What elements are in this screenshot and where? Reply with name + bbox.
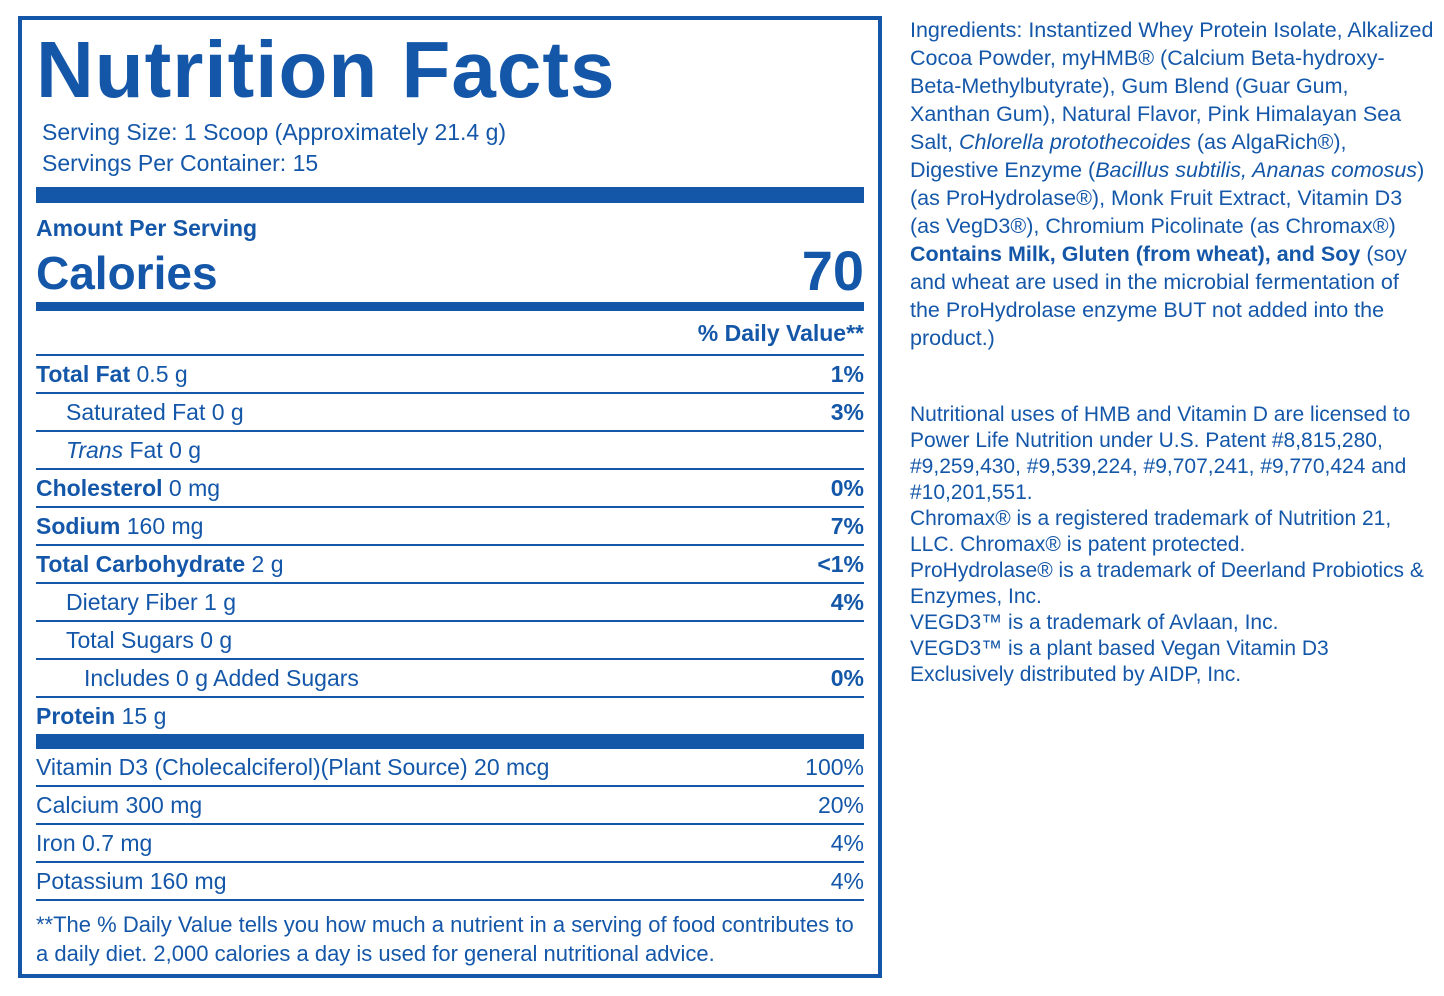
nutrient-name: Saturated Fat 0 g: [66, 398, 244, 425]
nutrient-name: Vitamin D3 (Cholecalciferol)(Plant Sourc…: [36, 753, 550, 780]
daily-value: 100%: [805, 753, 864, 780]
legal-line-vegd3-distribution: VEGD3™ is a plant based Vegan Vitamin D3…: [910, 637, 1329, 686]
legal-notices: Nutritional uses of HMB and Vitamin D ar…: [910, 402, 1434, 688]
daily-value: 4%: [830, 867, 864, 894]
daily-value: 7%: [830, 512, 864, 539]
ingredients-paragraph: Ingredients: Instantized Whey Protein Is…: [910, 18, 1434, 238]
allergen-statement: Contains Milk, Gluten (from wheat), and …: [910, 242, 1407, 350]
daily-value: <1%: [817, 550, 864, 577]
thick-divider-bar: [36, 733, 864, 749]
calories-value: 70: [801, 239, 864, 303]
daily-value-footnote: **The % Daily Value tells you how much a…: [36, 898, 864, 968]
daily-value-header: % Daily Value**: [697, 319, 864, 346]
nutrient-name: Iron 0.7 mg: [36, 829, 153, 856]
nutrient-name: Cholesterol: [36, 474, 163, 501]
daily-value: 0%: [830, 474, 864, 501]
nutrient-row-saturated-fat: Saturated Fat 0 g 3%: [36, 391, 864, 430]
daily-value: 4%: [830, 829, 864, 856]
legal-line-prohydrolase: ProHydrolase® is a trademark of Deerland…: [910, 559, 1424, 608]
medium-divider-bar: [36, 301, 864, 311]
daily-value: 20%: [817, 791, 864, 818]
legal-line-vegd3-trademark: VEGD3™ is a trademark of Avlaan, Inc.: [910, 611, 1279, 634]
thick-divider-bar: [36, 187, 864, 204]
nutrient-row-total-fat: Total Fat 0.5 g 1%: [36, 353, 864, 392]
nutrient-name: Calcium 300 mg: [36, 791, 203, 818]
calories-row: Calories 70: [36, 239, 864, 303]
legal-line-chromax: Chromax® is a registered trademark of Nu…: [910, 507, 1392, 556]
nutrient-name: Total Sugars 0 g: [66, 626, 233, 653]
nutrient-name: Sodium: [36, 512, 121, 539]
nutrient-row-trans-fat: Trans Fat 0 g: [36, 429, 864, 468]
daily-value: 3%: [830, 398, 864, 425]
calories-label: Calories: [36, 247, 218, 300]
nutrient-row-protein: Protein 15 g: [36, 695, 864, 734]
nutrient-row-total-carbohydrate: Total Carbohydrate 2 g <1%: [36, 543, 864, 582]
nutrition-facts-title: Nutrition Facts: [36, 25, 616, 114]
nutrient-name: Total Carbohydrate: [36, 550, 246, 577]
micro-row-potassium: Potassium 160 mg 4%: [36, 860, 864, 899]
nutrient-row-total-sugars: Total Sugars 0 g: [36, 619, 864, 658]
nutrient-row-cholesterol: Cholesterol 0 mg 0%: [36, 467, 864, 506]
nutrient-name: Includes 0 g Added Sugars: [84, 664, 359, 691]
nutrient-name: Dietary Fiber 1 g: [66, 588, 237, 615]
amount-per-serving-label: Amount Per Serving: [36, 215, 258, 242]
serving-info: Serving Size: 1 Scoop (Approximately 21.…: [36, 117, 864, 178]
nutrient-name: Protein: [36, 702, 116, 729]
nutrient-row-dietary-fiber: Dietary Fiber 1 g 4%: [36, 581, 864, 620]
nutrient-row-added-sugars: Includes 0 g Added Sugars 0%: [36, 657, 864, 696]
daily-value: 1%: [830, 360, 864, 387]
nutrient-row-sodium: Sodium 160 mg 7%: [36, 505, 864, 544]
allergen-bold-text: Contains Milk, Gluten (from wheat), and …: [910, 242, 1361, 266]
daily-value: 0%: [830, 664, 864, 691]
nutrition-facts-panel: Nutrition Facts Serving Size: 1 Scoop (A…: [18, 16, 882, 978]
legal-line-patents: Nutritional uses of HMB and Vitamin D ar…: [910, 403, 1411, 504]
micro-row-calcium: Calcium 300 mg 20%: [36, 784, 864, 823]
micro-row-iron: Iron 0.7 mg 4%: [36, 822, 864, 861]
serving-size: Serving Size: 1 Scoop (Approximately 21.…: [42, 119, 507, 146]
servings-per-container: Servings Per Container: 15: [42, 149, 319, 176]
daily-value: 4%: [830, 588, 864, 615]
nutrient-name: Trans: [66, 436, 124, 463]
micro-row-vitamin-d3: Vitamin D3 (Cholecalciferol)(Plant Sourc…: [36, 749, 864, 785]
side-info-column: Ingredients: Instantized Whey Protein Is…: [910, 16, 1434, 978]
nutrient-name: Potassium 160 mg: [36, 867, 227, 894]
nutrient-name: Total Fat: [36, 360, 131, 387]
